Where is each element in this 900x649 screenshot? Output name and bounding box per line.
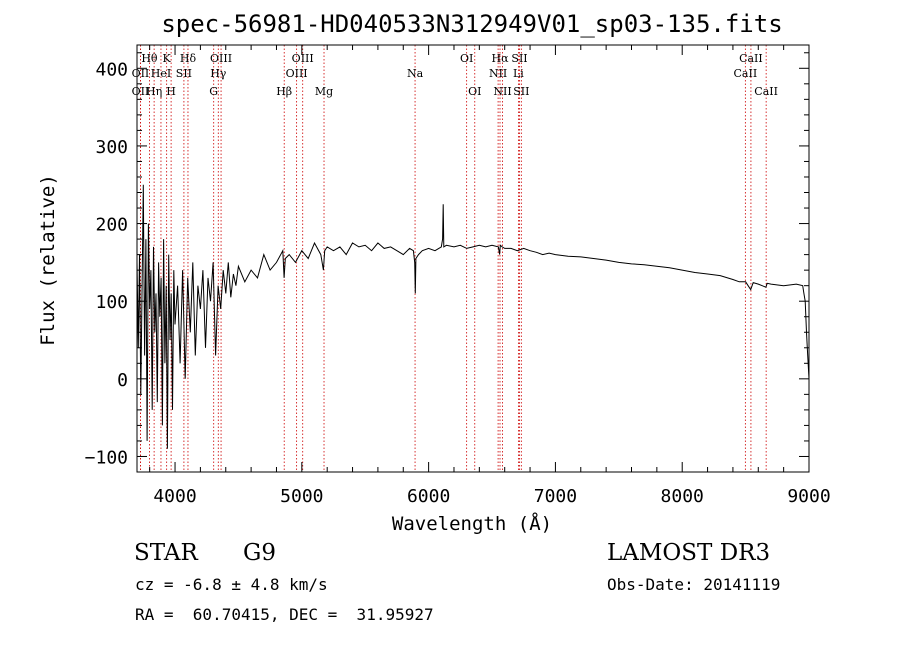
line-label-6: H — [166, 85, 176, 98]
redshift-text: cz = -6.8 ± 4.8 km/s — [135, 575, 328, 594]
subclass: G9 — [243, 540, 277, 566]
line-label-15: Mg — [315, 85, 333, 98]
obs-date: Obs-Date: 20141119 — [607, 575, 781, 594]
line-label-14: OIII — [292, 52, 314, 65]
x-axis-ticks: 4000 5000 6000 7000 8000 9000 — [149, 45, 831, 507]
line-label-26: CaII — [739, 52, 763, 65]
y-axis-label: Flux (relative) — [37, 174, 59, 346]
line-label-18: OI — [468, 85, 481, 98]
line-label-20: Hα — [491, 52, 509, 65]
y-tick-label-0: −100 — [85, 447, 128, 468]
x-tick-label-4: 8000 — [661, 486, 704, 507]
line-label-27: CaII — [754, 85, 778, 98]
line-label-13: OIII — [286, 67, 308, 80]
line-label-8: Hδ — [180, 52, 197, 65]
plot-frame — [136, 44, 810, 473]
x-tick-label-0: 4000 — [153, 486, 196, 507]
line-label-5: K — [163, 52, 172, 65]
x-tick-label-2: 6000 — [407, 486, 450, 507]
y-tick-label-2: 100 — [95, 292, 128, 313]
x-tick-label-1: 5000 — [280, 486, 323, 507]
x-axis-label: Wavelength (Å) — [392, 512, 552, 535]
line-label-23: SII — [511, 52, 527, 65]
line-label-24: SII — [513, 85, 529, 98]
coordinates: RA = 60.70415, DEC = 31.95927 — [135, 605, 434, 624]
line-label-3: Hη — [146, 85, 162, 98]
line-label-4: HeI — [151, 67, 171, 80]
chart-title: spec-56981-HD040533N312949V01_sp03-135.f… — [161, 10, 782, 38]
line-label-2: Hθ — [141, 52, 158, 65]
y-tick-label-1: 0 — [117, 370, 128, 391]
line-label-1: OII — [132, 85, 150, 98]
line-label-22: Li — [513, 67, 524, 80]
y-axis-ticks: −100 0 100 200 300 400 — [85, 52, 809, 468]
line-label-21: NII — [493, 85, 511, 98]
y-tick-label-5: 400 — [95, 59, 128, 80]
flux-series-line — [136, 184, 810, 449]
x-tick-label-5: 9000 — [787, 486, 830, 507]
line-label-19: NII — [489, 67, 507, 80]
spectrum-chart: spec-56981-HD040533N312949V01_sp03-135.f… — [37, 10, 831, 535]
line-label-12: Hβ — [276, 85, 292, 98]
y-tick-label-4: 300 — [95, 137, 128, 158]
line-label-25: CaII — [734, 67, 758, 80]
line-label-10: Hγ — [210, 67, 227, 80]
survey-name: LAMOST DR3 — [607, 540, 771, 566]
line-markers — [140, 45, 767, 472]
line-label-0: OII — [132, 67, 150, 80]
y-tick-label-3: 200 — [95, 215, 128, 236]
line-label-16: Na — [407, 67, 424, 80]
line-label-17: OI — [460, 52, 473, 65]
line-label-11: G — [209, 85, 218, 98]
x-tick-label-3: 7000 — [534, 486, 577, 507]
line-label-7: SII — [176, 67, 192, 80]
line-label-9: OIII — [210, 52, 232, 65]
object-type: STAR — [134, 540, 198, 566]
